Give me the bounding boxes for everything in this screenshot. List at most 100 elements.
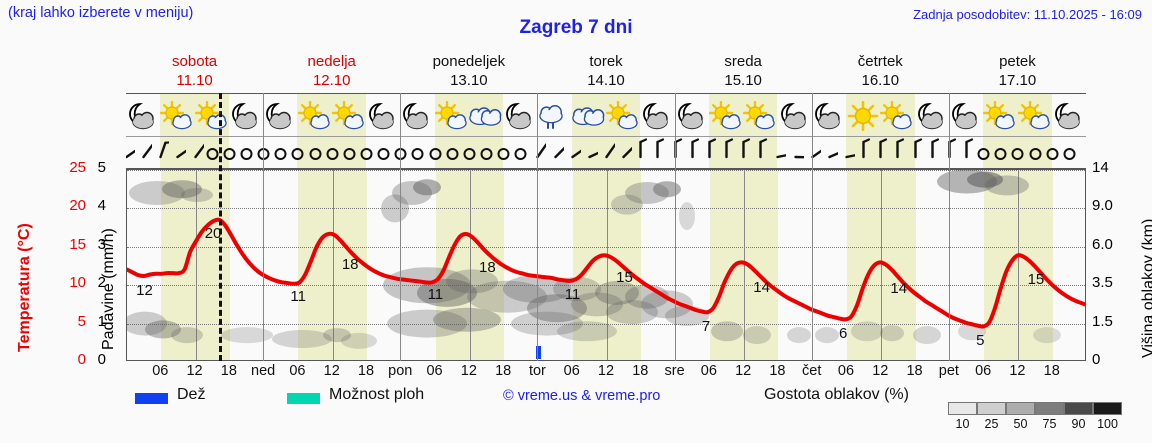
day-separator-4 [674,93,676,361]
wind-barb-symbol [615,137,641,168]
sun-cloud-icon [880,94,914,136]
time-tick-label: 06 [426,363,443,379]
moon-cloud-icon [503,94,537,136]
copyright-link[interactable]: © vreme.us & vreme.pro [503,388,661,404]
wind-calm-symbol [272,137,289,168]
time-tick-label: 12 [735,363,752,379]
moon-cloud-icon [366,94,400,136]
wind-calm-symbol [341,137,358,168]
cloud-icon [469,94,503,136]
temperature-tick: 10 [69,274,86,292]
cloud-height-tick: 0 [1092,351,1101,368]
temperature-label: 12 [136,281,153,299]
day-header-ponedeljek: ponedeljek 13.10 [400,52,537,90]
noon-gridline-2 [469,170,471,360]
sun-cloud-icon [331,94,366,136]
noon-gridline-6 [1018,170,1020,360]
wind-barb-row [126,137,1086,169]
time-tick-label: 18 [357,363,375,379]
cloud-height-tick: 14 [1092,159,1109,176]
wind-barb-symbol [752,137,769,168]
cloud-blob-32 [611,194,643,215]
cloud-blob-35 [743,326,771,345]
wind-calm-symbol [307,137,324,168]
moon-cloud-icon [915,94,949,136]
day-name: ponedeljek [432,53,506,70]
cloud-blob-48 [1033,327,1061,344]
temperature-tick: 15 [69,235,86,253]
wind-barb-symbol [924,137,941,168]
cloud-blob-44 [985,175,1029,196]
cloud-blob-18 [467,280,547,313]
cloud-blob-17 [433,307,501,332]
page-title: Zagreb 7 dni [519,17,633,38]
cloud-blob-3 [127,311,167,336]
sun-cloud-icon [708,94,743,136]
moon-cloud-icon [640,94,674,136]
wind-barb-symbol [735,137,752,168]
cloud-blob-12 [381,194,409,223]
cloud-height-tick: 9.0 [1092,197,1113,215]
time-tick-label: tor [528,363,546,379]
cloud-blob-16 [387,309,467,338]
wind-barb-symbol [769,137,798,168]
temperature-label: 11 [290,288,306,306]
cloud-blob-8 [323,328,351,343]
cloud-blob-31 [653,181,681,198]
cloud-blob-36 [787,327,811,344]
moon-cloud-icon [126,94,160,136]
cloud-icon [572,94,606,136]
temperature-label: 18 [341,256,359,274]
sun-cloud-icon [743,94,777,136]
cloud-blob-24 [606,300,658,325]
cloud-blob-11 [413,179,441,196]
sun-cloud-icon [434,94,469,136]
wind-calm-symbol [409,137,426,168]
cloud-blob-14 [417,278,477,307]
location-menu-note[interactable]: (kraj lahko izberete v meniju) [8,5,194,21]
cloud-blob-13 [383,267,471,304]
temperature-label: 15 [1027,270,1045,288]
cloud-density-value: 75 [1042,417,1057,431]
wind-barb-symbol [169,137,197,168]
cloud-blob-28 [511,311,583,336]
time-tick-label: 12 [186,363,203,379]
temperature-label: 14 [753,279,770,297]
time-tick-label: ned [251,363,276,379]
cloud-blob-37 [815,327,839,344]
wind-barb-symbol [135,137,160,168]
wind-barb-symbol [649,137,666,168]
wind-barb-symbol [632,137,649,168]
temperature-tick: 20 [69,197,86,215]
horizontal-gridline-5 [127,170,1085,172]
wind-barb-symbol [872,137,889,168]
time-tick-label: pon [388,363,413,379]
temperature-label: 11 [564,285,581,303]
temperature-label: 6 [839,325,848,343]
temperature-label: 20 [204,225,222,243]
cloud-blob-21 [553,277,601,301]
day-name: sobota [172,53,218,70]
wind-calm-symbol [1009,137,1026,168]
current-time-marker [218,93,222,361]
rain-legend-label: Dež [177,386,206,403]
temperature-line [127,217,1085,329]
wind-barb-symbol [581,137,609,168]
cloud-blob-4 [145,320,181,339]
noon-gridline-5 [881,170,883,360]
cloud-blob-26 [641,290,693,319]
moon-cloud-icon [777,94,811,136]
wind-barb-symbol [907,137,924,168]
wind-barb-symbol [547,137,573,168]
moon-cloud-icon [1052,94,1086,136]
temperature-series [127,170,1085,360]
cloud-height-tick: 6.0 [1092,235,1113,253]
rain-legend-swatch [135,393,168,404]
day-date: 17.10 [998,72,1037,89]
noon-gridline-0 [195,170,197,360]
day-separator-2 [400,93,402,361]
cloud-blob-2 [181,188,213,202]
cloud-density-swatch-75 [1035,402,1064,415]
time-tick-label: 06 [975,363,992,379]
